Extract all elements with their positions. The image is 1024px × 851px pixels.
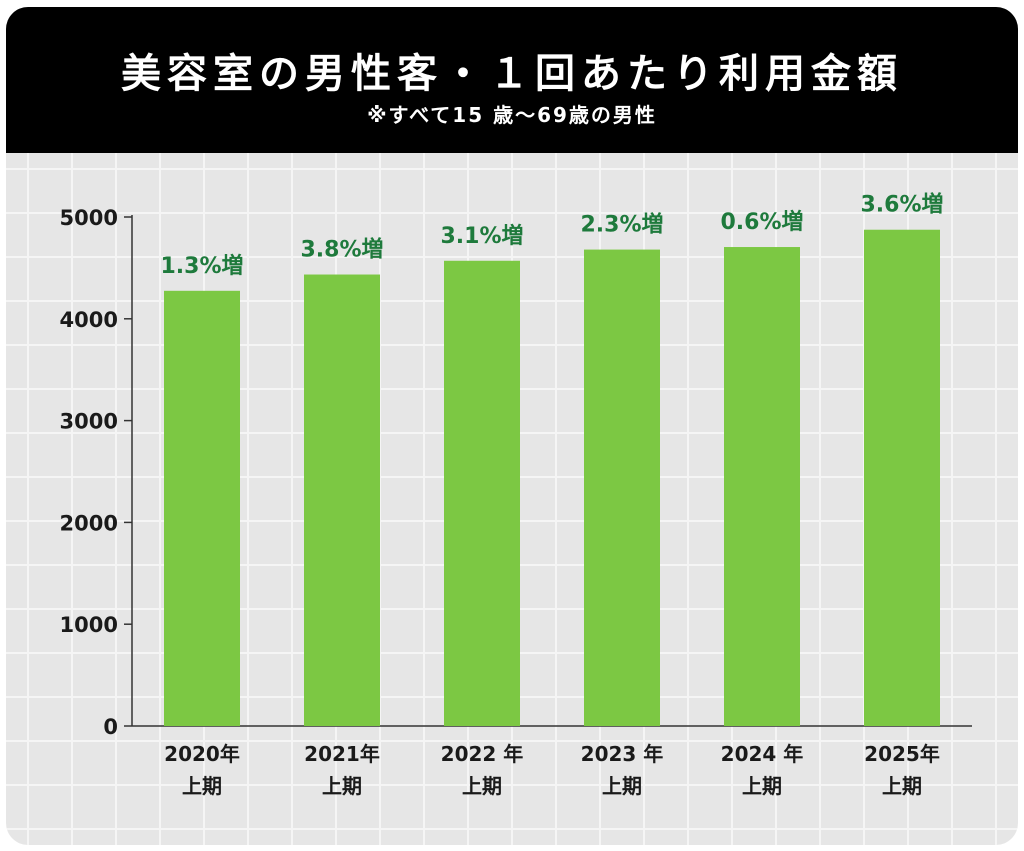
bar: [444, 260, 520, 726]
x-tick-label: 2022 年: [441, 742, 524, 766]
data-label: 2.3%増: [580, 212, 663, 238]
bar: [864, 229, 940, 726]
chart-title: 美容室の男性客・１回あたり利用金額: [121, 51, 903, 97]
plot-area: 0 1000 2000 3000 4000 5000 1.3%増 2020年上期 3.8%増 20…: [6, 153, 1018, 845]
x-tick-label: 上期: [182, 774, 222, 798]
y-tick-label: 2000: [60, 511, 118, 535]
data-label: 1.3%増: [160, 253, 243, 279]
data-label: 3.6%増: [860, 192, 943, 218]
chart-subtitle: ※すべて15 歳～69歳の男性: [367, 103, 657, 127]
y-tick-label: 4000: [60, 308, 118, 332]
x-tick-label: 2024 年: [721, 742, 804, 766]
x-tick-label: 2023 年: [581, 742, 664, 766]
y-tick-label: 3000: [60, 410, 118, 434]
y-tick-label: 1000: [60, 613, 118, 637]
data-label: 3.8%増: [300, 237, 383, 263]
data-label: 3.1%増: [440, 223, 523, 249]
x-tick-label: 上期: [882, 774, 922, 798]
bar: [164, 290, 240, 726]
x-tick-label: 上期: [322, 774, 362, 798]
y-tick-label: 0: [103, 715, 118, 739]
data-label: 0.6%増: [720, 209, 803, 235]
x-tick-label: 2025年: [864, 742, 940, 766]
x-tick-label: 上期: [602, 774, 642, 798]
bar: [304, 274, 380, 726]
x-tick-label: 上期: [742, 774, 782, 798]
chart-card: 美容室の男性客・１回あたり利用金額 ※すべて15 歳～69歳の男性 0 1000 2…: [6, 7, 1018, 845]
x-tick-label: 2020年: [164, 742, 240, 766]
x-tick-label: 上期: [462, 774, 502, 798]
x-tick-label: 2021年: [304, 742, 380, 766]
bar: [584, 249, 660, 726]
chart-header: 美容室の男性客・１回あたり利用金額 ※すべて15 歳～69歳の男性: [6, 7, 1018, 153]
y-tick-label: 5000: [60, 206, 118, 230]
bar: [724, 247, 800, 726]
